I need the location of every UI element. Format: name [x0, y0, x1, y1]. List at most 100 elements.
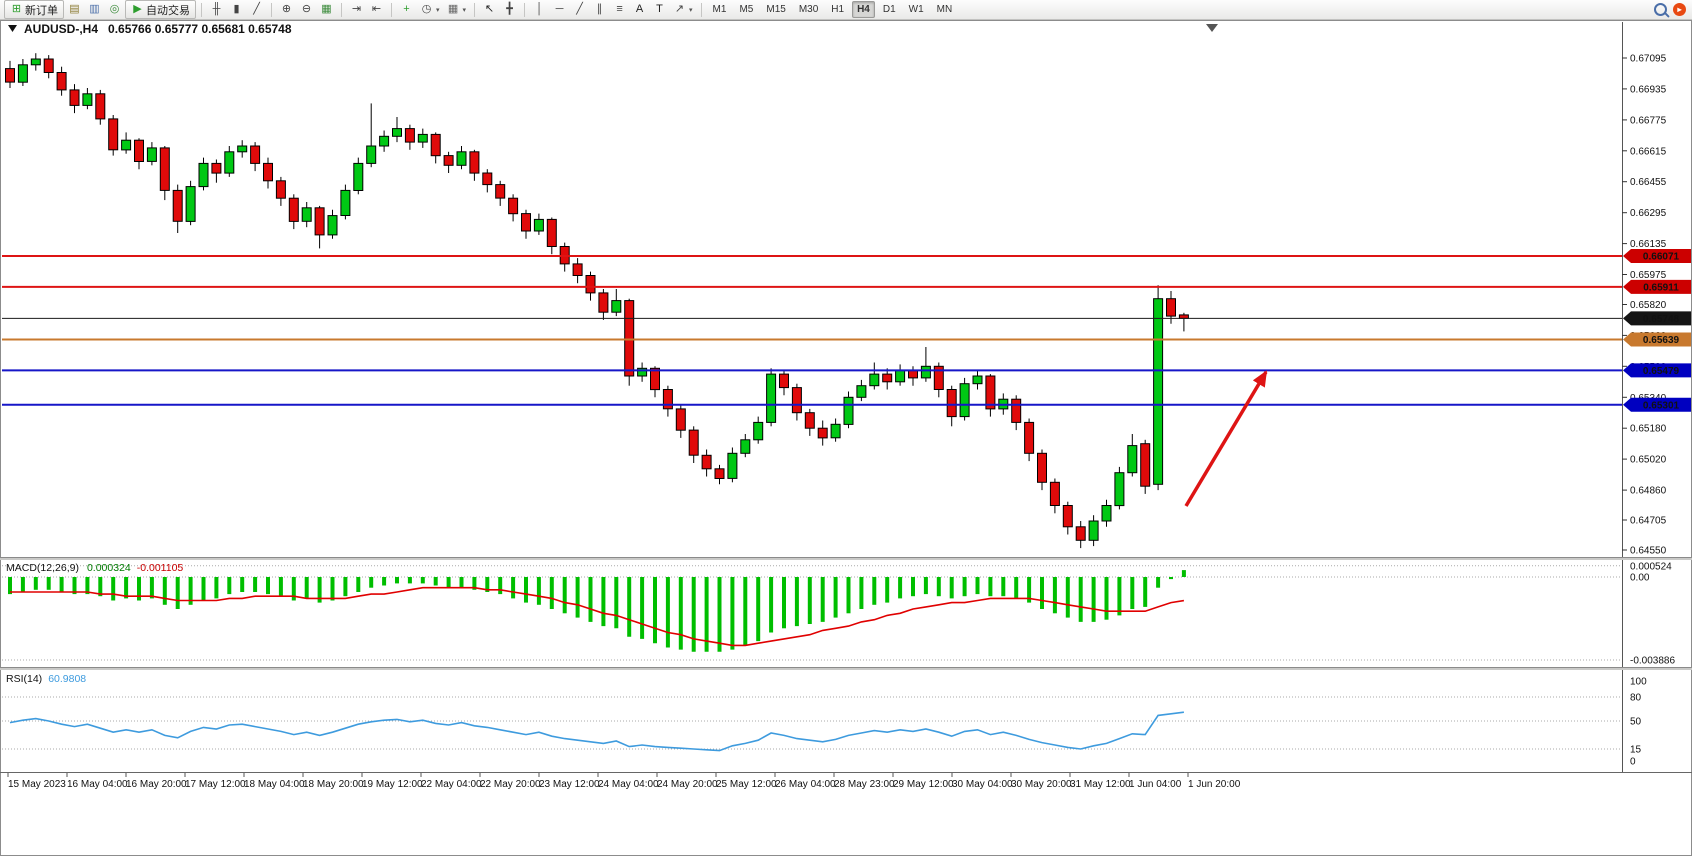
rsi-axis-label: 80: [1630, 693, 1642, 704]
line-chart-icon[interactable]: ╱: [247, 0, 266, 19]
chart-shift-icon[interactable]: ⇤: [367, 0, 386, 19]
time-axis-label: 30 May 20:00: [1011, 779, 1072, 790]
candle-down: [288, 197, 299, 222]
chart-title-overlay: AUDUSD-,H4 0.65766 0.65777 0.65681 0.6574…: [24, 22, 292, 36]
timeframe-h1-button[interactable]: H1: [831, 4, 845, 15]
rsi-panel: 100 80 50 150 RSI(14) 60.9808: [2, 673, 1647, 768]
time-axis-label: 24 May 20:00: [657, 779, 718, 790]
market-watch-icon[interactable]: ▤: [65, 0, 84, 19]
indicators-plus-icon: +: [403, 3, 410, 15]
channel-icon: ∥: [596, 3, 603, 15]
price-axis-label: 0.64860: [1630, 486, 1667, 497]
crosshair-tool[interactable]: ╋: [500, 0, 519, 19]
timeframe-mn-button[interactable]: MN: [936, 4, 953, 15]
cursor-tool[interactable]: ↖: [480, 0, 499, 19]
price-badge-label: 0.65479: [1643, 366, 1680, 377]
rsi-name: RSI(14): [6, 673, 42, 685]
bar-chart-icon[interactable]: ╫: [207, 0, 226, 19]
candle-up: [366, 145, 377, 164]
template-chart-icon: ▦: [447, 3, 459, 15]
panel-splitter[interactable]: [0, 557, 1692, 560]
trend-arrow-object[interactable]: [1184, 370, 1268, 507]
candle-down: [714, 468, 725, 479]
timeframe-m1-button[interactable]: M1: [712, 4, 727, 15]
candle-up: [30, 58, 41, 66]
horizontal-line-tool[interactable]: ─: [550, 0, 569, 19]
candle-down: [1037, 452, 1047, 483]
candle-down: [69, 89, 80, 106]
timeframe-d1-button[interactable]: D1: [882, 4, 896, 15]
price-axis-label: 0.65180: [1630, 424, 1667, 435]
macd-signal-value: -0.001105: [137, 562, 184, 574]
price-axis-label: 0.65020: [1630, 455, 1667, 466]
candle-down: [688, 429, 699, 456]
timeframe-w1-button[interactable]: W1: [908, 4, 924, 15]
candle-down: [791, 387, 802, 414]
timeframe-m30-button[interactable]: M30: [798, 4, 819, 15]
toolbar-separator: [271, 2, 272, 17]
indicators-button[interactable]: +: [397, 0, 416, 19]
timeframe-m15-button[interactable]: M15: [766, 4, 786, 15]
candle-down: [404, 128, 415, 143]
line-chart-icon: ╱: [253, 3, 260, 15]
timeframe-h4-button[interactable]: H4: [852, 1, 875, 18]
candlestick-chart-icon[interactable]: ▮: [227, 0, 246, 19]
periods-clock-icon: ◷: [421, 3, 432, 15]
equidistant-channel-tool[interactable]: ∥: [590, 0, 609, 19]
candle-down: [585, 275, 596, 294]
tile-windows-icon[interactable]: ▦: [317, 0, 336, 19]
candle-up: [753, 421, 764, 441]
candle-down: [546, 218, 557, 247]
community-badge-icon[interactable]: ▸: [1673, 3, 1686, 16]
new-order-button[interactable]: ⊞ 新订单: [4, 0, 64, 19]
candle-up: [895, 369, 906, 383]
macd-signal-line: [10, 586, 1185, 647]
arrows-dropdown[interactable]: ↗ ▾: [670, 0, 696, 19]
chevron-down-icon: ▾: [462, 6, 467, 14]
chart-background: [0, 20, 1692, 857]
candle-down: [1075, 526, 1086, 541]
data-window-icon[interactable]: ▥: [85, 0, 104, 19]
zoom-in-icon[interactable]: ⊕: [277, 0, 296, 19]
price-axis-label: 0.64550: [1630, 546, 1667, 557]
one-click-trading-toggle[interactable]: [8, 25, 17, 32]
market-watch-icon: ▤: [69, 3, 80, 15]
candle-up: [198, 162, 209, 188]
candle-down: [469, 151, 480, 174]
price-badge-label: 0.65639: [1643, 335, 1680, 346]
panel-splitter[interactable]: [0, 667, 1692, 670]
label-tool[interactable]: T: [650, 0, 669, 19]
price-badge-shape: [1623, 363, 1691, 378]
timeframe-m5-button[interactable]: M5: [739, 4, 754, 15]
chart-canvas[interactable]: 0.67095 0.66935 0.66775 0.66615 0.66455 0.662…: [0, 20, 1692, 859]
text-tool[interactable]: A: [630, 0, 649, 19]
candle-down: [598, 292, 609, 313]
candle-up: [392, 128, 402, 137]
candle-up: [830, 423, 841, 439]
zoom-out-icon[interactable]: ⊖: [297, 0, 316, 19]
navigator-icon[interactable]: ◎: [105, 0, 124, 19]
trendline-tool[interactable]: ╱: [570, 0, 589, 19]
vertical-line-tool[interactable]: │: [530, 0, 549, 19]
price-axis-label: 0.66135: [1630, 239, 1667, 250]
price-badge: 0.65748: [1623, 311, 1691, 326]
chart-shift-marker[interactable]: [1206, 24, 1218, 32]
rsi-axis-label: 0: [1630, 757, 1636, 768]
candle-up: [972, 375, 983, 385]
templates-dropdown[interactable]: ▦ ▾: [444, 0, 470, 19]
candle-up: [1114, 472, 1125, 507]
new-order-icon: ⊞: [11, 3, 22, 15]
auto-scroll-icon[interactable]: ⇥: [347, 0, 366, 19]
fibonacci-tool[interactable]: ≡: [610, 0, 629, 19]
search-icon[interactable]: [1654, 3, 1667, 16]
autotrading-play-icon: ▶: [133, 3, 142, 15]
candle-down: [701, 454, 712, 470]
time-axis-label: 29 May 12:00: [893, 779, 954, 790]
autotrading-button[interactable]: ▶ 自动交易: [125, 0, 196, 19]
candle-up: [959, 383, 970, 418]
candle-down: [95, 93, 106, 120]
candle-down: [172, 189, 183, 222]
periods-dropdown[interactable]: ◷ ▾: [417, 0, 443, 19]
